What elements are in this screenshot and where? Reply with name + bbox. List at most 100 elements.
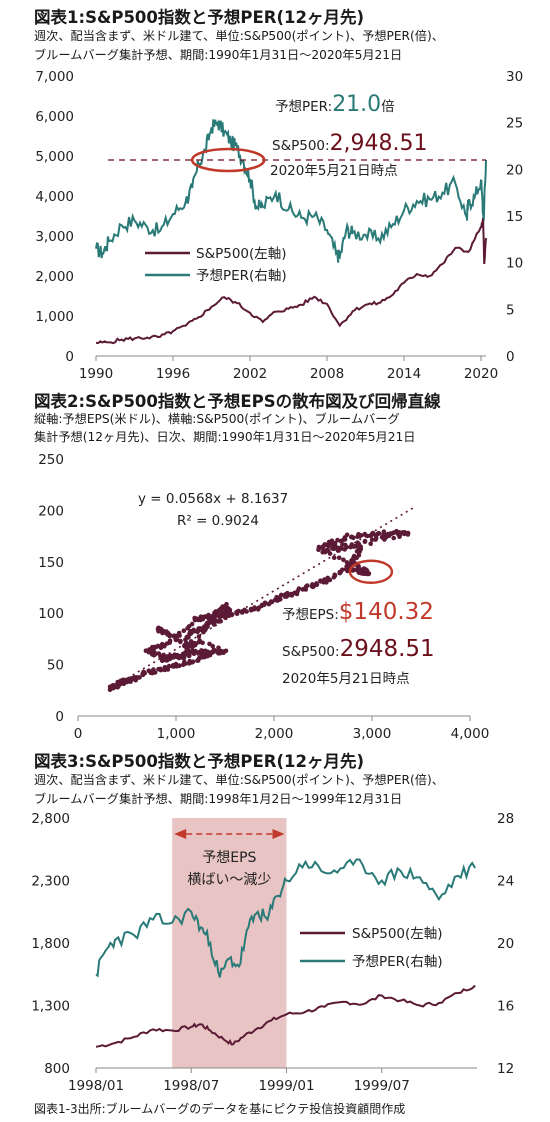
legend-per-label: 予想PER(右軸) (352, 954, 443, 970)
scatter-point (112, 683, 118, 688)
legend-sp500-label: S&P500(左軸) (196, 246, 287, 262)
scatter-point (341, 557, 346, 563)
date-note: 2020年5月21日時点 (282, 671, 410, 687)
scatter-point (181, 628, 187, 633)
scatter-point (327, 577, 333, 583)
scatter-point (303, 587, 309, 592)
scatter-point (159, 641, 165, 647)
scatter-point (167, 632, 172, 638)
figure-1: 図表1:S&P500指数と予想PER(12ヶ月先) 週次、配当含まず、米ドル建て… (0, 0, 550, 380)
scatter-point (373, 537, 378, 542)
scatter-point (177, 663, 182, 669)
scatter-point (339, 546, 344, 551)
y-right-tick-label: 5 (506, 302, 515, 318)
x-tick-label: 3,000 (353, 726, 392, 742)
scatter-point (173, 653, 179, 658)
per-series-line (95, 119, 487, 263)
scatter-point (399, 530, 405, 535)
y-left-tick-label: 1,300 (31, 999, 70, 1015)
y-tick-label: 100 (38, 606, 64, 622)
scatter-point (173, 637, 179, 643)
figure-1-subtitle-1: 週次、配当含まず、米ドル建て、単位:S&P500(ポイント)、予想PER(倍)、 (34, 29, 444, 43)
y-left-tick-label: 2,000 (35, 269, 74, 285)
scatter-point (344, 560, 350, 565)
scatter-point (352, 554, 358, 560)
x-tick-label: 2014 (387, 366, 421, 382)
scatter-point (155, 643, 161, 649)
sp500-callout: S&P500:2948.51 (282, 636, 435, 662)
figure-3-title: 図表3:S&P500指数と予想PER(12ヶ月先) (34, 752, 364, 771)
x-tick-label: 2002 (233, 366, 267, 382)
scatter-point (203, 648, 209, 654)
regression-r2: R² = 0.9024 (177, 513, 259, 529)
figure-3-subtitle-1: 週次、配当含まず、米ドル建て、単位:S&P500(ポイント)、予想PER(倍)、 (34, 773, 444, 787)
scatter-point (262, 600, 268, 606)
scatter-point (370, 530, 376, 536)
scatter-point (197, 638, 202, 643)
y-left-tick-label: 3,000 (35, 229, 74, 245)
scatter-point (349, 534, 355, 540)
highlight-ellipse (348, 559, 394, 584)
scatter-point (305, 583, 310, 588)
scatter-point (327, 551, 333, 556)
x-tick-label: 1996 (156, 366, 190, 382)
y-tick-label: 150 (38, 555, 64, 571)
highlight-ellipse (190, 147, 266, 173)
scatter-point (171, 634, 177, 639)
y-left-tick-label: 6,000 (35, 109, 74, 125)
scatter-point (192, 640, 197, 646)
figure-2-subtitle-1: 縦軸:予想EPS(米ドル)、横軸:S&P500(ポイント)、ブルームバーグ (34, 412, 400, 426)
x-tick-label: 2020 (464, 366, 498, 382)
sp500-series-line (95, 984, 476, 1048)
per-callout: 予想PER:21.0倍 (275, 92, 395, 117)
sp500-callout: S&P500:2,948.51 (272, 131, 428, 156)
figure-3: 図表3:S&P500指数と予想PER(12ヶ月先) 週次、配当含まず、米ドル建て… (0, 748, 550, 1098)
y-right-tick-label: 28 (497, 811, 514, 827)
y-left-tick-label: 0 (65, 349, 74, 365)
y-right-tick-label: 0 (506, 349, 515, 365)
x-tick-label: 1998/07 (163, 1078, 219, 1094)
scatter-point (331, 555, 337, 560)
scatter-point (184, 645, 189, 650)
y-right-tick-label: 15 (506, 209, 523, 225)
scatter-point (316, 544, 322, 550)
figure-2: 図表2:S&P500指数と予想EPSの散布図及び回帰直線 縦軸:予想EPS(米ド… (0, 386, 550, 746)
scatter-point (181, 655, 187, 661)
figure-1-subtitle-2: ブルームバーグ集計予想、期間:1990年1月31日～2020年5月21日 (34, 48, 403, 62)
scatter-point (368, 541, 374, 547)
y-left-tick-label: 1,000 (35, 309, 74, 325)
y-tick-label: 250 (38, 452, 64, 468)
sp500-series-line (95, 217, 487, 345)
y-left-tick-label: 800 (44, 1061, 70, 1077)
scatter-point (364, 568, 370, 573)
scatter-point (152, 650, 157, 655)
scatter-point (396, 532, 401, 537)
scatter-point (320, 544, 325, 550)
legend-sp500-label: S&P500(左軸) (352, 926, 443, 942)
annotation-line-2: 横ばい～減少 (187, 871, 271, 888)
per-series-line (95, 858, 476, 978)
scatter-point (314, 581, 319, 586)
y-tick-label: 0 (55, 709, 64, 725)
scatter-point (376, 530, 381, 536)
y-right-tick-label: 20 (506, 162, 523, 178)
date-note: 2020年5月21日時点 (270, 163, 398, 179)
scatter-point (329, 538, 335, 544)
y-left-tick-label: 1,800 (31, 936, 70, 952)
scatter-point (183, 661, 188, 666)
scatter-point (330, 545, 335, 551)
scatter-point (142, 671, 147, 676)
legend-per-label: 予想PER(右軸) (196, 268, 287, 284)
scatter-point (216, 645, 221, 651)
y-tick-label: 50 (47, 658, 64, 674)
figure-2-subtitle-2: 集計予想(12ヶ月先)、日次、期間:1990年1月31日～2020年5月21日 (34, 430, 416, 444)
scatter-point (207, 641, 212, 647)
x-tick-label: 0 (74, 726, 83, 742)
chart-3: 800 1,300 1,800 2,300 2,800 12 16 20 24 28 1998/01… (31, 811, 514, 1094)
y-left-tick-label: 7,000 (35, 69, 74, 85)
scatter-point (158, 667, 164, 673)
scatter-point (356, 563, 361, 569)
scatter-point (358, 533, 364, 538)
scatter-point (170, 655, 175, 660)
scatter-point (221, 650, 226, 656)
